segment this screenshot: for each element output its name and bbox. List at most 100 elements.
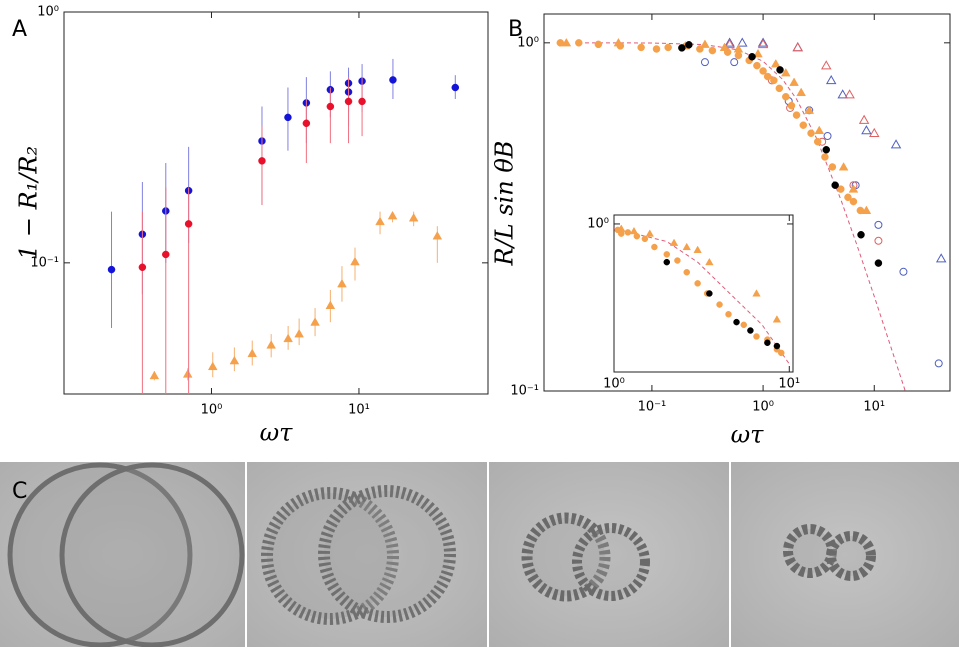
y-tick-label: 10⁰ — [37, 5, 59, 20]
circle-marker — [716, 301, 723, 308]
circle-marker — [184, 220, 193, 228]
circle-marker — [822, 146, 831, 154]
triangle-marker — [294, 328, 304, 338]
triangle-marker — [796, 87, 806, 97]
y-tick-label: 10⁻¹ — [510, 384, 539, 399]
y-axis-label: R/L sin θB — [491, 141, 519, 267]
panel-label: B — [508, 17, 523, 42]
triangle-marker — [753, 48, 763, 58]
circle-marker — [107, 265, 116, 274]
vesicle — [261, 487, 399, 625]
triangle-marker — [858, 114, 870, 124]
circle-marker — [594, 40, 603, 49]
circle-marker — [778, 349, 785, 357]
chart-panel: 10⁰ 10¹ 10⁰ — [587, 214, 800, 392]
y-tick-label: 10⁰ — [587, 216, 609, 231]
triangle-marker — [861, 125, 872, 135]
circle-marker — [899, 267, 908, 276]
circle-marker — [874, 220, 883, 229]
triangle-marker — [733, 44, 744, 53]
circle-marker — [734, 51, 743, 60]
x-axis-label: ωτ — [260, 419, 294, 447]
triangle-marker — [682, 242, 691, 251]
chart-panel: 10⁰ 10¹ 10⁻¹ 10⁰ ωτ 1 − R₁/R₂ A — [12, 5, 489, 447]
x-tick-label: 10⁰ — [752, 400, 774, 415]
triangle-marker — [772, 315, 782, 323]
triangle-marker — [837, 89, 848, 99]
circle-marker — [162, 250, 170, 259]
triangle-marker — [757, 38, 769, 49]
vesicle — [59, 462, 245, 647]
triangle-marker — [617, 224, 626, 232]
triangle-marker — [804, 105, 815, 114]
circle-marker — [700, 58, 709, 67]
circle-marker — [663, 258, 671, 266]
circle-marker — [747, 327, 754, 334]
triangle-marker — [724, 38, 735, 49]
triangle-marker — [861, 205, 872, 214]
circle-marker — [874, 236, 883, 245]
circle-marker — [326, 102, 335, 111]
triangle-marker — [935, 253, 947, 263]
circle-marker — [694, 280, 701, 287]
triangle-marker — [283, 333, 293, 343]
vesicle — [572, 523, 650, 601]
triangle-marker — [375, 216, 385, 226]
circle-marker — [874, 259, 883, 267]
circle-marker — [782, 93, 790, 101]
triangle-marker — [821, 60, 832, 70]
circle-marker — [837, 185, 845, 193]
triangle-marker — [848, 184, 859, 193]
circle-marker — [773, 342, 781, 350]
triangle-marker — [182, 369, 193, 378]
triangle-marker — [310, 317, 320, 326]
circle-marker — [733, 318, 740, 326]
plot-frame — [613, 214, 794, 373]
triangle-marker — [266, 340, 276, 349]
circle-marker — [813, 137, 822, 146]
x-tick-label: 10⁻¹ — [638, 400, 667, 415]
triangle-marker — [645, 229, 654, 237]
circle-marker — [759, 67, 767, 75]
circle-marker — [776, 66, 784, 74]
triangle-marker — [792, 42, 803, 52]
x-tick-label: 10¹ — [778, 377, 800, 392]
circle-marker — [799, 121, 808, 129]
triangle-marker — [737, 37, 748, 47]
circle-marker — [748, 53, 756, 61]
circle-marker — [708, 46, 717, 55]
circle-marker — [792, 111, 801, 119]
triangle-marker — [350, 256, 360, 266]
circle-marker — [641, 235, 649, 243]
plot-frame — [63, 11, 489, 395]
triangle-marker — [337, 278, 347, 288]
panel-label: C — [12, 479, 27, 504]
circle-marker — [828, 163, 837, 171]
x-tick-label: 10⁰ — [603, 377, 625, 392]
fit-line — [613, 228, 790, 365]
circle-marker — [740, 321, 748, 329]
circle-marker — [651, 243, 658, 251]
circle-marker — [451, 83, 460, 92]
triangle-marker — [700, 39, 710, 48]
circle-marker — [284, 113, 292, 122]
circle-marker — [821, 153, 829, 161]
triangle-marker — [387, 210, 398, 220]
triangle-marker — [757, 37, 769, 47]
triangle-marker — [780, 67, 791, 77]
circle-marker — [730, 58, 739, 67]
circle-marker — [725, 311, 732, 318]
circle-marker — [389, 76, 397, 84]
photo-tile — [731, 462, 959, 647]
triangle-marker — [814, 125, 825, 135]
circle-marker — [258, 157, 266, 165]
x-axis-label: ωτ — [731, 421, 765, 449]
triangle-marker — [629, 226, 639, 235]
circle-marker — [770, 76, 778, 85]
triangle-marker — [149, 370, 160, 380]
triangle-marker — [669, 238, 679, 246]
triangle-marker — [752, 289, 761, 297]
triangle-marker — [770, 59, 781, 68]
